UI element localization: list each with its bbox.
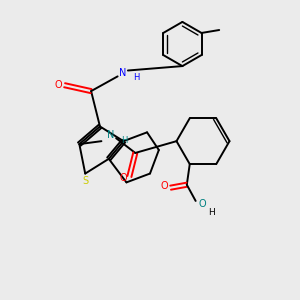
Text: O: O [119,173,127,183]
Text: N: N [119,68,127,78]
Text: O: O [160,181,168,191]
Text: N: N [107,130,115,140]
Text: H: H [133,74,139,82]
Text: O: O [54,80,62,90]
Text: H: H [208,208,215,217]
Text: O: O [198,199,206,209]
Text: H: H [121,136,127,145]
Text: S: S [82,176,88,186]
